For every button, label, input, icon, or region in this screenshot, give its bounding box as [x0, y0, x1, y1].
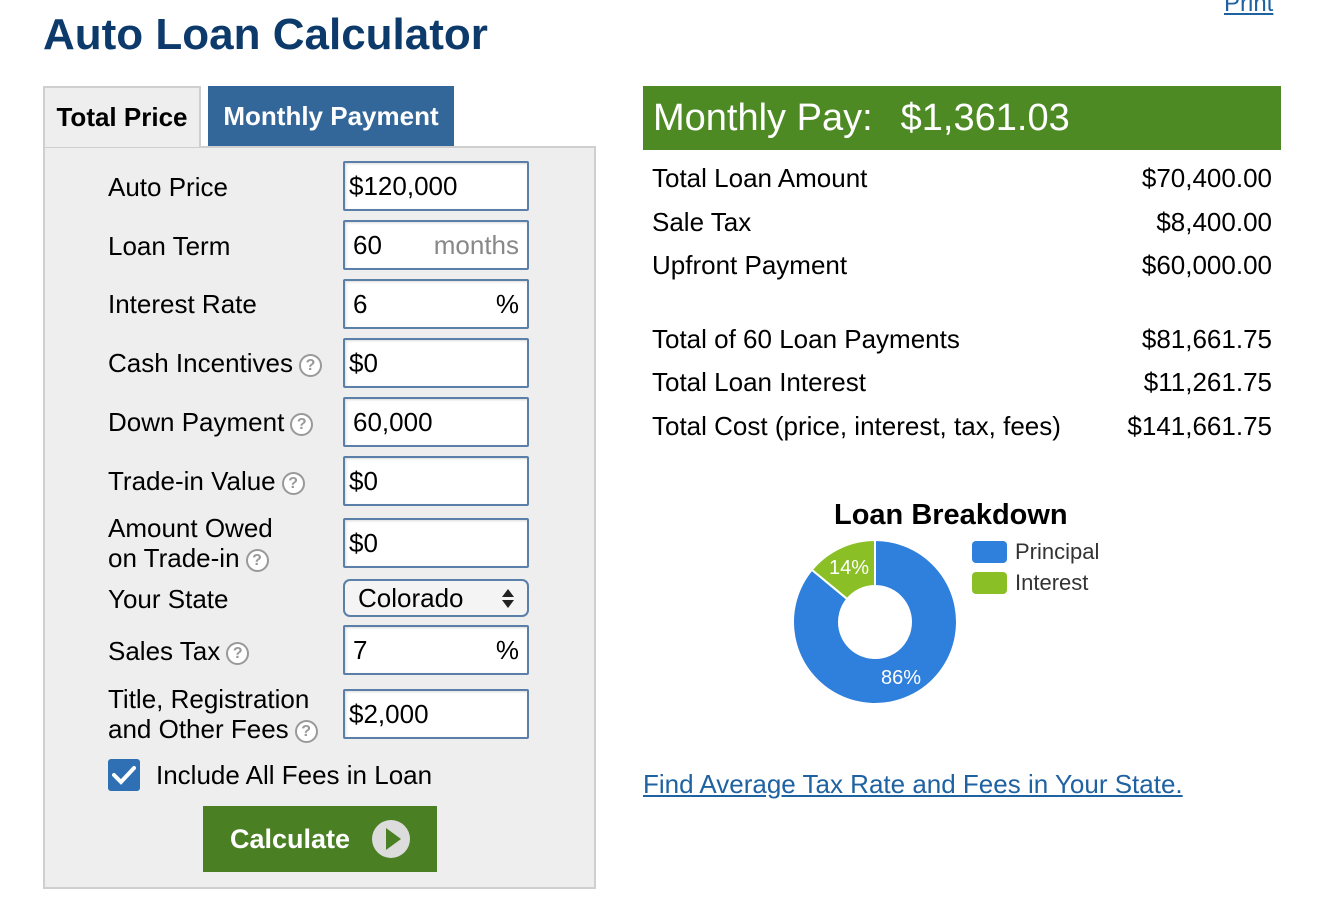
loan-term-value: 60 [353, 229, 382, 260]
help-icon[interactable]: ? [290, 412, 314, 436]
tab-total-price[interactable]: Total Price [43, 86, 201, 147]
result-value: $81,661.75 [1141, 324, 1272, 354]
cash-incentives-row: Cash Incentives? [108, 348, 322, 378]
down-payment-input[interactable]: 60,000 [343, 397, 529, 447]
sales-tax-input[interactable]: 7 % [343, 625, 529, 675]
result-row: Total Loan Interest $11,261.75 [652, 367, 1272, 398]
result-row: Total Loan Amount $70,400.00 [652, 163, 1272, 194]
down-payment-value: 60,000 [353, 406, 433, 437]
amount-owed-value: $0 [349, 527, 378, 558]
result-label: Total Loan Amount [652, 163, 868, 193]
interest-rate-value: 6 [353, 288, 368, 319]
legend-interest: Interest [972, 570, 1088, 596]
legend-label-interest: Interest [1015, 570, 1089, 595]
loan-term-label: Loan Term [108, 231, 231, 261]
down-payment-row: Down Payment? [108, 407, 314, 437]
help-icon[interactable]: ? [226, 641, 250, 665]
result-label: Total Loan Interest [652, 367, 866, 397]
loan-breakdown-donut: 86% 14% [792, 538, 958, 705]
amount-owed-label-line1: Amount Owed [108, 513, 273, 543]
monthly-pay-label: Monthly Pay: [653, 96, 873, 139]
trade-in-value-value: $0 [349, 465, 378, 496]
cash-incentives-label: Cash Incentives [108, 348, 293, 378]
monthly-pay-banner: Monthly Pay: $1,361.03 [643, 86, 1281, 150]
page-title: Auto Loan Calculator [43, 10, 488, 59]
trade-in-value-label: Trade-in Value [108, 466, 276, 496]
help-icon[interactable]: ? [298, 353, 322, 377]
fees-value: $2,000 [349, 698, 429, 729]
result-row: Total of 60 Loan Payments $81,661.75 [652, 324, 1272, 355]
trade-in-value-input[interactable]: $0 [343, 456, 529, 506]
trade-in-value-row: Trade-in Value? [108, 466, 305, 496]
sales-tax-label: Sales Tax [108, 636, 221, 666]
help-icon[interactable]: ? [294, 719, 318, 743]
result-value: $70,400.00 [1141, 163, 1272, 193]
calculate-label: Calculate [229, 823, 351, 854]
state-value: Colorado [358, 582, 464, 613]
down-payment-label: Down Payment [108, 407, 285, 437]
monthly-pay-amount: $1,361.03 [900, 96, 1070, 139]
result-label: Total of 60 Loan Payments [652, 324, 960, 354]
result-row: Total Cost (price, interest, tax, fees) … [652, 411, 1272, 442]
result-value: $11,261.75 [1143, 367, 1272, 397]
principal-slice [792, 538, 958, 705]
loan-term-input[interactable]: 60 months [343, 220, 529, 270]
result-label: Upfront Payment [652, 250, 848, 280]
auto-price-label: Auto Price [108, 172, 228, 202]
result-label: Total Cost (price, interest, tax, fees) [652, 411, 1061, 441]
interest-rate-unit: % [495, 288, 519, 319]
fees-row: Title, Registration and Other Fees? [108, 684, 318, 744]
include-fees-label: Include All Fees in Loan [156, 760, 433, 790]
amount-owed-input[interactable]: $0 [343, 518, 529, 568]
state-select[interactable]: Colorado [343, 579, 529, 617]
interest-rate-label: Interest Rate [108, 289, 257, 319]
interest-rate-input[interactable]: 6 % [343, 279, 529, 329]
include-fees-checkbox[interactable] [108, 759, 140, 791]
amount-owed-row: Amount Owed on Trade-in? [108, 513, 273, 573]
cash-incentives-input[interactable]: $0 [343, 338, 529, 388]
help-icon[interactable]: ? [245, 548, 269, 572]
fees-label-line1: Title, Registration [108, 684, 310, 714]
fees-input[interactable]: $2,000 [343, 689, 529, 739]
help-icon[interactable]: ? [281, 471, 305, 495]
loan-term-unit: months [433, 229, 519, 260]
principal-percent-label: 86% [881, 667, 921, 689]
play-icon [372, 820, 411, 858]
interest-percent-label: 14% [829, 557, 869, 579]
amount-owed-label-line2: on Trade-in [108, 543, 240, 573]
auto-price-value: $120,000 [349, 170, 458, 201]
legend-swatch-interest [972, 572, 1007, 594]
result-row: Upfront Payment $60,000.00 [652, 250, 1272, 281]
state-label: Your State [108, 584, 229, 614]
sales-tax-value: 7 [353, 634, 368, 665]
legend-swatch-principal [972, 541, 1007, 563]
result-row: Sale Tax $8,400.00 [652, 207, 1272, 238]
calculate-button[interactable]: Calculate [203, 806, 437, 872]
fees-label-line2: and Other Fees [108, 714, 289, 744]
legend-label-principal: Principal [1015, 539, 1100, 564]
chart-title: Loan Breakdown [834, 499, 1068, 531]
tab-monthly-payment[interactable]: Monthly Payment [208, 86, 454, 147]
result-value: $141,661.75 [1127, 411, 1272, 441]
cash-incentives-value: $0 [349, 347, 378, 378]
select-arrows-icon [501, 588, 515, 608]
checkmark-icon [112, 766, 136, 785]
sales-tax-unit: % [495, 634, 519, 665]
print-link[interactable]: Print [1224, 0, 1274, 17]
result-value: $8,400.00 [1156, 207, 1272, 237]
sales-tax-row: Sales Tax? [108, 636, 250, 666]
auto-price-input[interactable]: $120,000 [343, 161, 529, 211]
result-label: Sale Tax [652, 207, 752, 237]
result-value: $60,000.00 [1141, 250, 1272, 280]
interest-slice [810, 538, 876, 601]
legend-principal: Principal [972, 539, 1099, 565]
state-tax-link[interactable]: Find Average Tax Rate and Fees in Your S… [643, 769, 1183, 799]
